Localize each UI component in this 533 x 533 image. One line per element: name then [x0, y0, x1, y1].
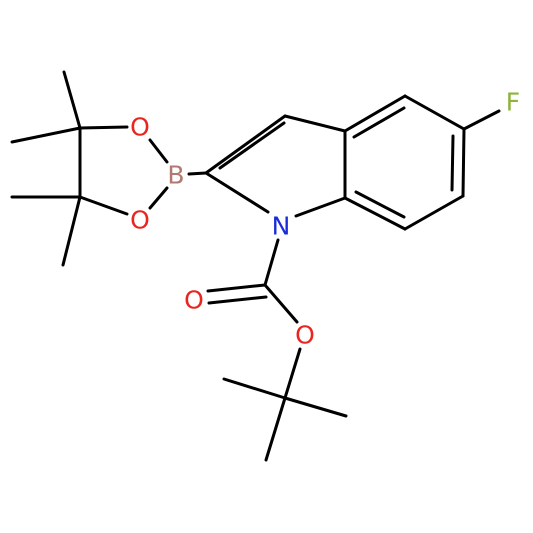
- atom-label: O: [184, 286, 204, 315]
- bond: [403, 94, 466, 131]
- bond: [10, 126, 82, 144]
- bond: [461, 127, 466, 198]
- bond: [403, 194, 465, 231]
- bond: [354, 190, 406, 219]
- bond: [206, 283, 267, 293]
- bond: [78, 195, 129, 216]
- atom-label: O: [295, 321, 315, 350]
- bond: [283, 347, 302, 400]
- bond: [61, 195, 82, 267]
- bond: [264, 396, 287, 462]
- bond: [450, 134, 455, 192]
- bond: [148, 138, 169, 164]
- bond: [343, 94, 407, 133]
- bond: [148, 186, 169, 210]
- bond: [462, 109, 501, 131]
- bond: [352, 106, 406, 139]
- bond: [343, 196, 407, 231]
- bond: [204, 171, 270, 214]
- bonds: [10, 70, 501, 462]
- bond: [263, 283, 299, 324]
- bond: [222, 377, 287, 400]
- bond: [187, 171, 208, 176]
- atom-label: O: [130, 206, 150, 235]
- bond: [207, 295, 268, 305]
- bond: [62, 70, 82, 130]
- bond: [283, 396, 348, 418]
- bond: [204, 114, 287, 175]
- atom-label: F: [506, 88, 520, 117]
- bond: [78, 125, 129, 130]
- atom-label: O: [130, 113, 150, 142]
- atom-label: N: [272, 212, 291, 241]
- atom-label: B: [167, 161, 184, 190]
- bond: [263, 238, 280, 287]
- bond: [283, 114, 347, 133]
- bond: [218, 121, 286, 170]
- bond: [294, 196, 347, 218]
